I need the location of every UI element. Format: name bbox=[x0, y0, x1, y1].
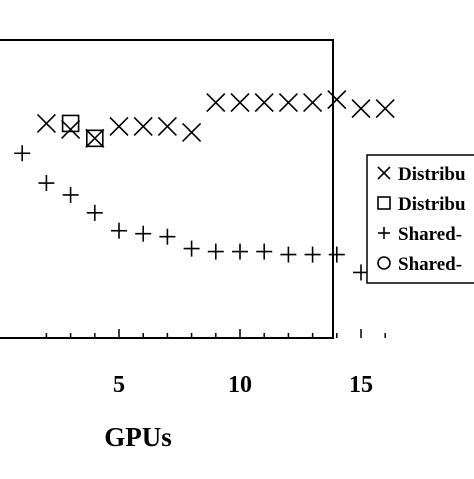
x-marker-stroke bbox=[36, 113, 56, 134]
x-marker-stroke bbox=[327, 90, 347, 110]
data-point-x bbox=[36, 113, 56, 134]
x-marker-stroke bbox=[206, 93, 226, 113]
data-point-plus bbox=[14, 145, 31, 162]
data-point-circle bbox=[377, 256, 391, 270]
data-point-plus bbox=[159, 228, 176, 245]
legend-label: Shared- bbox=[398, 254, 462, 275]
x-marker-stroke bbox=[351, 98, 371, 119]
data-point-x bbox=[375, 98, 395, 119]
x-marker-stroke bbox=[254, 93, 274, 113]
data-point-x bbox=[133, 116, 153, 136]
x-marker-stroke bbox=[157, 116, 177, 136]
data-point-plus bbox=[232, 243, 248, 260]
data-point-x bbox=[351, 98, 371, 119]
data-point-x bbox=[85, 128, 105, 148]
x-marker-stroke bbox=[133, 116, 153, 136]
data-point-plus bbox=[38, 175, 55, 192]
circle-marker-shape bbox=[377, 256, 391, 270]
x-marker-stroke bbox=[109, 116, 129, 136]
legend-label: Distribu bbox=[398, 194, 466, 215]
data-point-x bbox=[157, 116, 177, 136]
data-point-x bbox=[303, 93, 323, 113]
data-point-x bbox=[206, 93, 226, 113]
data-point-plus bbox=[183, 240, 200, 257]
data-point-plus bbox=[62, 186, 79, 203]
x-marker-stroke bbox=[61, 119, 81, 139]
data-point-plus bbox=[86, 204, 103, 221]
data-point-plus bbox=[135, 225, 152, 242]
data-point-x bbox=[230, 93, 250, 113]
data-point-x bbox=[254, 93, 274, 113]
square-marker-shape bbox=[61, 114, 80, 133]
x-marker-stroke bbox=[182, 122, 202, 142]
data-point-plus bbox=[378, 227, 390, 239]
data-point-x bbox=[182, 122, 202, 142]
data-point-plus bbox=[304, 246, 321, 263]
x-axis-label: GPUs bbox=[104, 422, 172, 452]
data-point-plus bbox=[111, 222, 127, 239]
x-marker-stroke bbox=[230, 93, 250, 113]
data-point-square bbox=[86, 129, 104, 148]
x-tick-label: 10 bbox=[228, 372, 252, 398]
data-point-x bbox=[327, 90, 347, 110]
x-tick-label: 5 bbox=[113, 372, 125, 398]
data-point-x bbox=[377, 166, 391, 180]
square-marker-shape bbox=[377, 196, 391, 210]
plot-frame bbox=[0, 39, 334, 339]
data-point-plus bbox=[328, 246, 345, 263]
x-marker-stroke bbox=[85, 128, 105, 148]
x-marker-stroke bbox=[278, 93, 298, 113]
data-point-x bbox=[278, 93, 298, 113]
data-point-square bbox=[377, 196, 391, 210]
x-marker-stroke bbox=[375, 98, 395, 119]
data-point-plus bbox=[256, 243, 273, 260]
x-marker-stroke bbox=[303, 93, 323, 113]
legend-label: Shared- bbox=[398, 224, 462, 245]
x-tick-label: 15 bbox=[349, 372, 373, 398]
legend-box bbox=[366, 154, 474, 284]
data-point-x bbox=[109, 116, 129, 136]
square-marker-shape bbox=[86, 129, 104, 148]
x-marker-stroke bbox=[377, 166, 391, 180]
legend-label: Distribu bbox=[398, 164, 466, 185]
data-point-square bbox=[61, 114, 80, 133]
data-point-plus bbox=[280, 246, 297, 263]
data-point-plus bbox=[207, 243, 224, 260]
data-point-x bbox=[61, 119, 81, 139]
